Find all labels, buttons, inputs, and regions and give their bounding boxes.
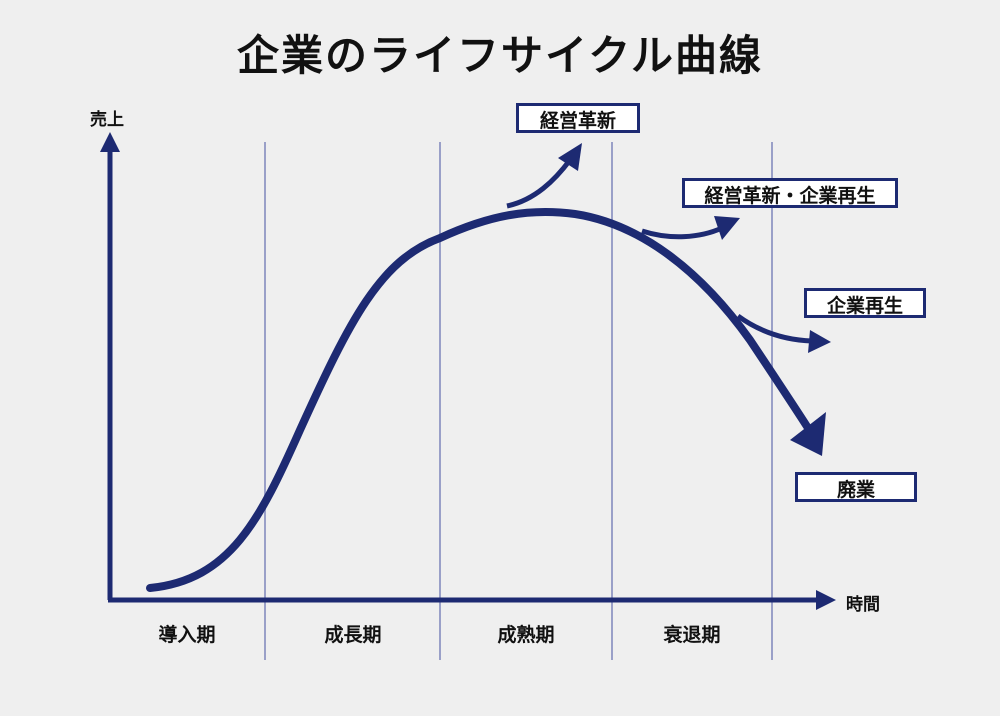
outcome-revival-box: 企業再生 xyxy=(804,288,926,318)
phase-growth: 成長期 xyxy=(324,624,382,646)
y-axis-label: 売上 xyxy=(90,110,124,130)
revival-arrow xyxy=(736,313,813,344)
phase-introduction: 導入期 xyxy=(158,624,216,646)
outcome-closure-box: 廃業 xyxy=(795,472,917,502)
revival-arrowhead xyxy=(808,330,831,353)
innovation-arrow xyxy=(506,158,572,209)
x-axis-label: 時間 xyxy=(846,595,880,615)
lifecycle-curve xyxy=(146,207,812,592)
closure-arrowhead xyxy=(790,412,826,456)
x-axis-arrowhead xyxy=(816,590,836,610)
page-title: 企業のライフサイクル曲線 xyxy=(237,31,763,80)
innovation-revival-arrowhead xyxy=(714,216,740,240)
innovation-revival-arrow xyxy=(641,225,724,240)
phase-decline: 衰退期 xyxy=(663,624,721,646)
y-axis-arrowhead xyxy=(100,132,120,152)
outcome-innovation-box: 経営革新 xyxy=(516,103,640,133)
outcome-innovation-revival-box: 経営革新・企業再生 xyxy=(682,178,898,208)
phase-maturity: 成熟期 xyxy=(497,624,555,646)
innovation-arrowhead xyxy=(558,143,582,171)
